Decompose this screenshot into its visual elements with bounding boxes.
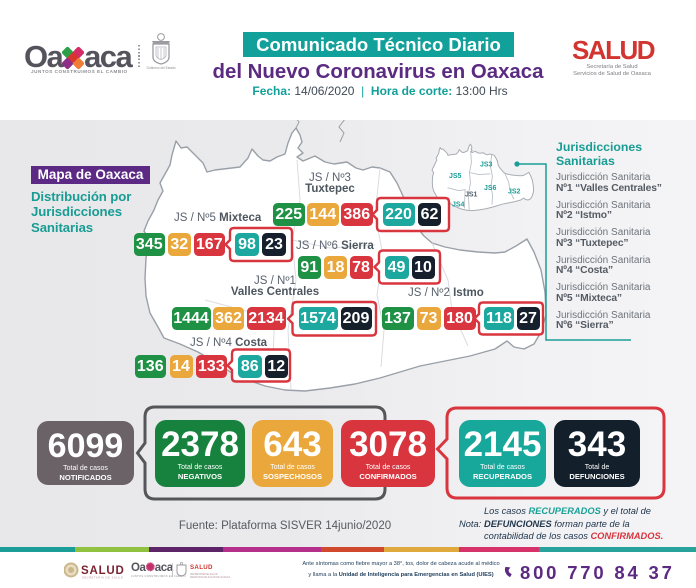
svg-text:JS6: JS6 <box>484 185 497 192</box>
svg-text:JS5: JS5 <box>449 173 462 180</box>
svg-text:JS1: JS1 <box>465 192 478 199</box>
svg-text:JS4: JS4 <box>452 202 465 209</box>
svg-text:JS3: JS3 <box>480 162 493 169</box>
svg-text:Gobierno del Estado: Gobierno del Estado <box>146 66 175 70</box>
svg-text:SALUD: SALUD <box>81 565 125 577</box>
svg-text:SECRETARÍA DE SALUD: SECRETARÍA DE SALUD <box>82 576 123 580</box>
svg-text:JS2: JS2 <box>508 189 521 196</box>
